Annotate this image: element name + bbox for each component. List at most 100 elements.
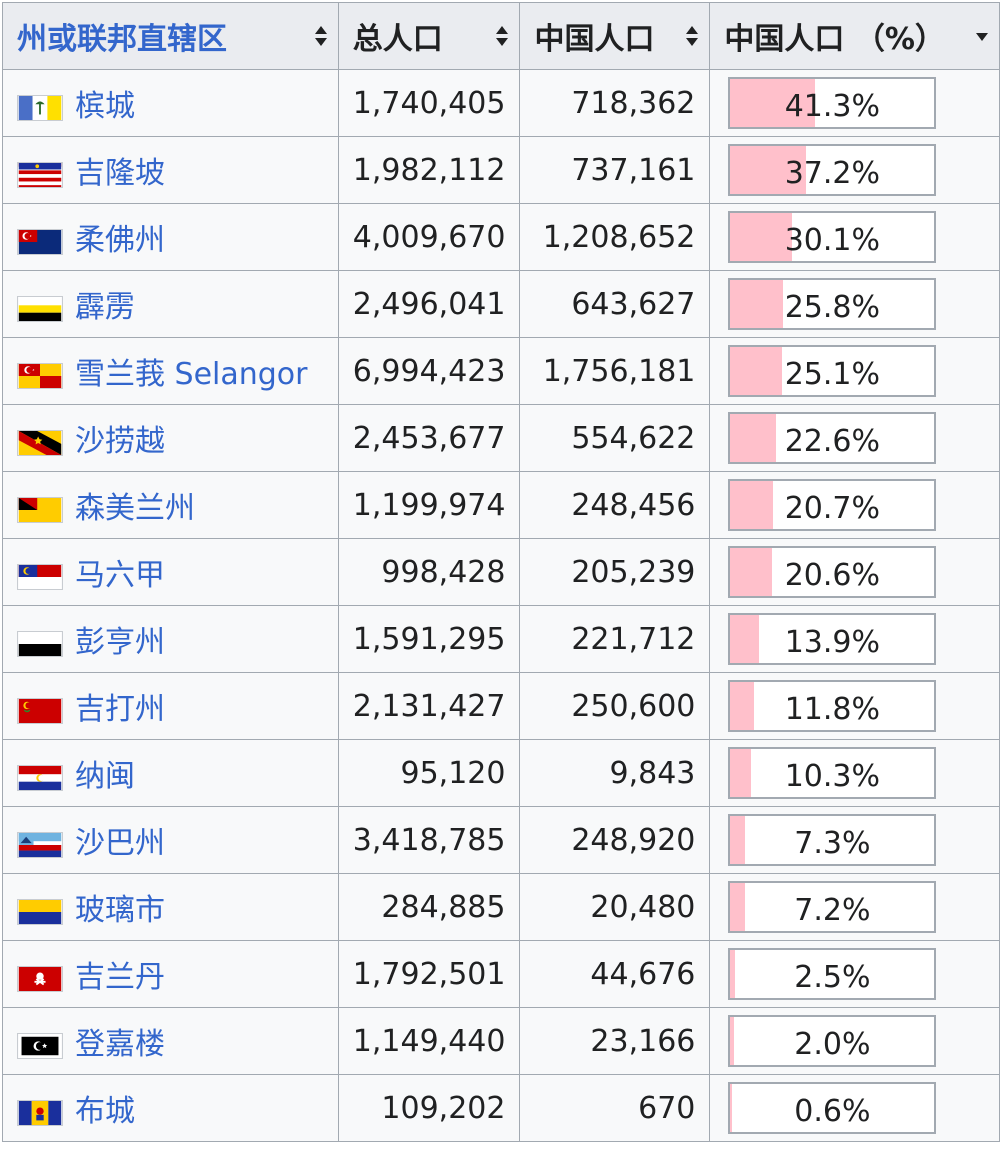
state-link[interactable]: 槟城 — [75, 89, 135, 124]
state-link[interactable]: 沙捞越 — [75, 424, 165, 459]
state-link[interactable]: 柔佛州 — [75, 223, 165, 258]
percent-bar-fill — [730, 749, 752, 797]
table-row: 霹雳 2,496,041 643,627 25.8% — [2, 270, 1000, 338]
population-table: 州或联邦直辖区 总人口 中国人口 中国人口 （%） — [2, 2, 1000, 1142]
chinese-percent-cell: 2.0% — [709, 1007, 1000, 1075]
percent-bar-fill — [730, 950, 736, 998]
chinese-percent-cell: 7.2% — [709, 873, 1000, 941]
column-header-chinese-percent[interactable]: 中国人口 （%） — [709, 2, 1000, 70]
state-cell: 沙巴州 — [2, 806, 339, 874]
state-link[interactable]: 彭亨州 — [75, 625, 165, 660]
labuan-flag-icon — [17, 764, 63, 791]
table-row: 槟城 1,740,405 718,362 41.3% — [2, 69, 1000, 137]
total-population-cell: 1,740,405 — [337, 69, 521, 137]
chinese-population-cell: 554,622 — [519, 404, 711, 472]
state-link[interactable]: 布城 — [75, 1094, 135, 1129]
percent-label: 25.1% — [784, 356, 881, 392]
terengganu-flag-icon — [17, 1032, 63, 1059]
chinese-percent-cell: 2.5% — [709, 940, 1000, 1008]
chinese-population-cell: 248,920 — [519, 806, 711, 874]
total-population-cell: 4,009,670 — [337, 203, 521, 271]
sarawak-flag-icon — [17, 429, 63, 456]
chinese-population-cell: 670 — [519, 1074, 711, 1142]
state-link[interactable]: 森美兰州 — [75, 491, 195, 526]
sort-descending-icon[interactable] — [975, 25, 989, 47]
percent-bar-fill — [730, 414, 777, 462]
state-link[interactable]: 马六甲 — [75, 558, 165, 593]
table-row: 吉打州 2,131,427 250,600 11.8% — [2, 672, 1000, 740]
percent-bar-fill — [730, 1017, 735, 1065]
chinese-population-cell: 737,161 — [519, 136, 711, 204]
percent-label: 10.3% — [784, 758, 881, 794]
table-row: 雪兰莪 Selangor 6,994,423 1,756,181 25.1% — [2, 337, 1000, 405]
percent-label: 7.3% — [794, 825, 871, 861]
chinese-population-cell: 205,239 — [519, 538, 711, 606]
sort-both-icon[interactable] — [314, 25, 328, 47]
total-population-cell: 95,120 — [337, 739, 521, 807]
state-cell: 玻璃市 — [2, 873, 339, 941]
percent-bar: 25.8% — [728, 278, 937, 330]
table-row: 登嘉楼 1,149,440 23,166 2.0% — [2, 1007, 1000, 1075]
percent-label: 7.2% — [794, 892, 871, 928]
percent-bar: 13.9% — [728, 613, 937, 665]
selangor-flag-icon — [17, 362, 63, 389]
table-row: 纳闽 95,120 9,843 10.3% — [2, 739, 1000, 807]
table-row: 彭亨州 1,591,295 221,712 13.9% — [2, 605, 1000, 673]
column-header-chinese[interactable]: 中国人口 — [519, 2, 711, 70]
chinese-population-cell: 248,456 — [519, 471, 711, 539]
column-header-state[interactable]: 州或联邦直辖区 — [2, 2, 339, 70]
state-link[interactable]: 吉隆坡 — [75, 156, 165, 191]
state-link[interactable]: 登嘉楼 — [75, 1027, 165, 1062]
johor-flag-icon — [17, 228, 63, 255]
total-population-cell: 2,496,041 — [337, 270, 521, 338]
total-population-cell: 109,202 — [337, 1074, 521, 1142]
sort-both-icon[interactable] — [495, 25, 509, 47]
state-link[interactable]: 雪兰莪 Selangor — [75, 357, 308, 392]
column-header-total[interactable]: 总人口 — [337, 2, 521, 70]
percent-label: 30.1% — [784, 222, 881, 258]
table-row: 柔佛州 4,009,670 1,208,652 30.1% — [2, 203, 1000, 271]
total-population-cell: 998,428 — [337, 538, 521, 606]
percent-label: 20.7% — [784, 490, 881, 526]
chinese-percent-cell: 10.3% — [709, 739, 1000, 807]
table-row: 马六甲 998,428 205,239 20.6% — [2, 538, 1000, 606]
sort-both-icon[interactable] — [685, 25, 699, 47]
chinese-population-cell: 20,480 — [519, 873, 711, 941]
state-cell: 布城 — [2, 1074, 339, 1142]
percent-bar: 11.8% — [728, 680, 937, 732]
state-link[interactable]: 沙巴州 — [75, 826, 165, 861]
state-link[interactable]: 玻璃市 — [75, 893, 165, 928]
chinese-percent-cell: 25.1% — [709, 337, 1000, 405]
chinese-population-cell: 250,600 — [519, 672, 711, 740]
percent-bar: 25.1% — [728, 345, 937, 397]
state-cell: 吉兰丹 — [2, 940, 339, 1008]
header-label: 总人口 — [352, 22, 443, 57]
percent-bar-fill — [730, 682, 755, 730]
percent-bar: 2.0% — [728, 1015, 937, 1067]
percent-bar: 41.3% — [728, 77, 937, 129]
percent-bar: 20.7% — [728, 479, 937, 531]
kedah-flag-icon — [17, 697, 63, 724]
percent-label: 13.9% — [784, 624, 881, 660]
state-link[interactable]: 吉打州 — [75, 692, 165, 727]
chinese-percent-cell: 22.6% — [709, 404, 1000, 472]
state-cell: 吉打州 — [2, 672, 339, 740]
state-cell: 沙捞越 — [2, 404, 339, 472]
state-cell: 柔佛州 — [2, 203, 339, 271]
header-label: 中国人口 （%） — [724, 22, 945, 57]
state-cell: 马六甲 — [2, 538, 339, 606]
chinese-percent-cell: 20.6% — [709, 538, 1000, 606]
total-population-cell: 1,149,440 — [337, 1007, 521, 1075]
state-link[interactable]: 吉兰丹 — [75, 960, 165, 995]
chinese-percent-cell: 11.8% — [709, 672, 1000, 740]
percent-label: 41.3% — [784, 88, 881, 124]
percent-label: 37.2% — [784, 155, 881, 191]
percent-bar-fill — [730, 280, 783, 328]
state-link[interactable]: 纳闽 — [75, 759, 135, 794]
percent-label: 11.8% — [784, 691, 881, 727]
percent-bar: 2.5% — [728, 948, 937, 1000]
state-link[interactable]: 霹雳 — [75, 290, 135, 325]
chinese-population-cell: 221,712 — [519, 605, 711, 673]
chinese-population-cell: 718,362 — [519, 69, 711, 137]
chinese-percent-cell: 41.3% — [709, 69, 1000, 137]
